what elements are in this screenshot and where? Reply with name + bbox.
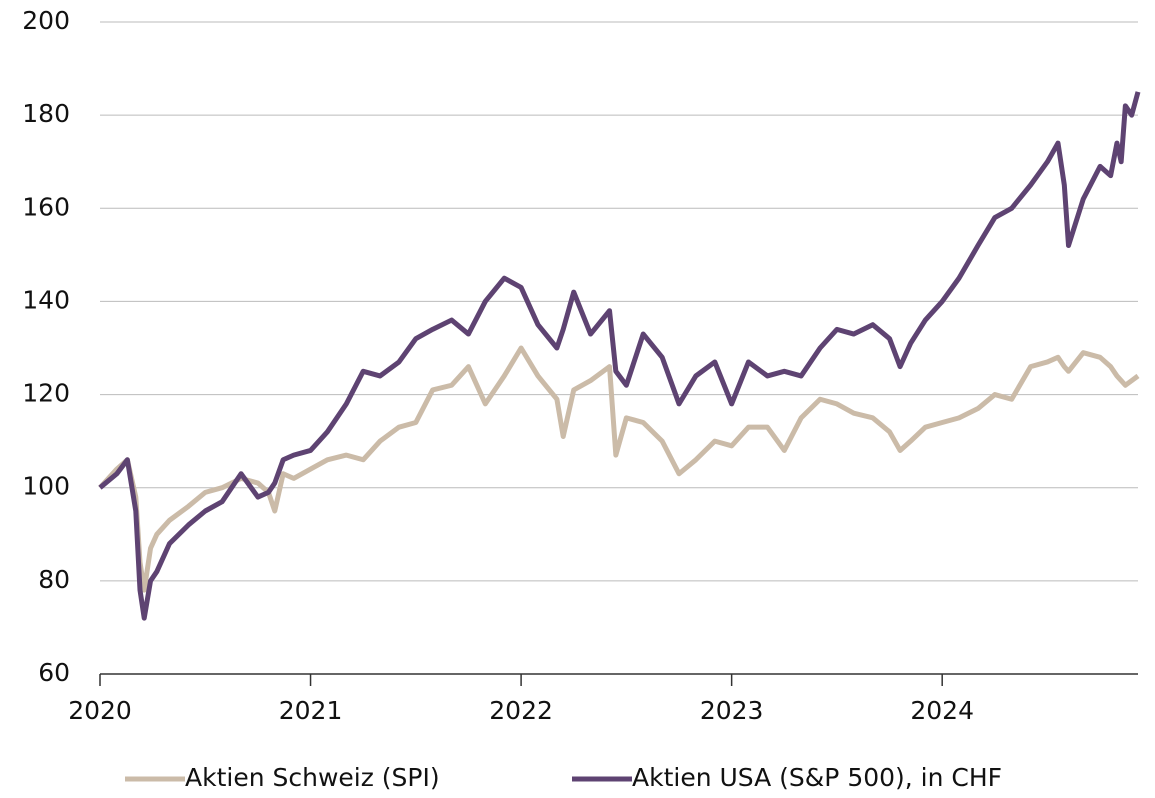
y-tick-label: 100 bbox=[22, 472, 70, 501]
legend-label: Aktien USA (S&P 500), in CHF bbox=[632, 763, 1002, 792]
y-tick-label: 120 bbox=[22, 379, 70, 408]
y-tick-label: 80 bbox=[38, 565, 70, 594]
x-tick-label: 2020 bbox=[68, 696, 132, 725]
x-tick-label: 2021 bbox=[279, 696, 343, 725]
x-tick-label: 2022 bbox=[489, 696, 553, 725]
y-tick-label: 160 bbox=[22, 192, 70, 221]
y-tick-label: 180 bbox=[22, 99, 70, 128]
y-tick-label: 200 bbox=[22, 6, 70, 35]
legend-label: Aktien Schweiz (SPI) bbox=[185, 763, 440, 792]
y-tick-label: 60 bbox=[38, 658, 70, 687]
line-series bbox=[98, 345, 1140, 593]
x-tick-label: 2024 bbox=[910, 696, 974, 725]
line-series bbox=[98, 91, 1141, 621]
x-tick-label: 2023 bbox=[700, 696, 764, 725]
y-tick-label: 140 bbox=[22, 285, 70, 314]
